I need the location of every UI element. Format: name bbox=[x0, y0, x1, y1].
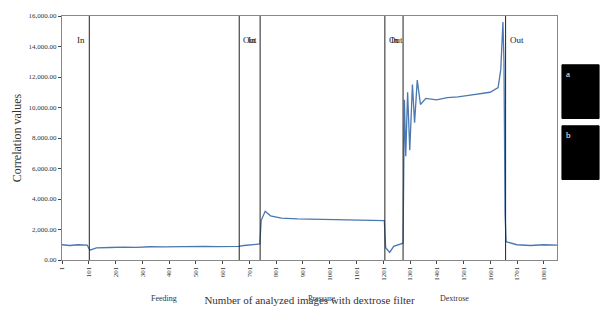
svg-text:In: In bbox=[391, 35, 399, 45]
svg-text:301: 301 bbox=[139, 266, 147, 277]
svg-text:Correlation values: Correlation values bbox=[10, 94, 24, 183]
svg-text:Dextrose: Dextrose bbox=[440, 294, 469, 303]
svg-text:4,000.00: 4,000.00 bbox=[32, 195, 57, 203]
svg-text:In: In bbox=[248, 35, 256, 45]
svg-text:Pressure: Pressure bbox=[308, 294, 336, 303]
svg-text:a: a bbox=[566, 69, 570, 79]
svg-text:Out: Out bbox=[510, 35, 524, 45]
svg-text:1401: 1401 bbox=[433, 266, 441, 281]
svg-text:Number of analyzed images with: Number of analyzed images with dextrose … bbox=[204, 294, 414, 306]
svg-text:1301: 1301 bbox=[406, 266, 414, 281]
svg-text:1: 1 bbox=[58, 266, 66, 270]
svg-text:Out: Out bbox=[389, 35, 403, 45]
svg-text:6,000.00: 6,000.00 bbox=[32, 165, 57, 173]
svg-text:201: 201 bbox=[112, 266, 120, 277]
svg-text:10,000.00: 10,000.00 bbox=[29, 104, 58, 112]
svg-text:b: b bbox=[566, 130, 571, 140]
svg-text:1701: 1701 bbox=[513, 266, 521, 281]
svg-text:2,000.00: 2,000.00 bbox=[32, 226, 57, 234]
svg-text:1001: 1001 bbox=[326, 266, 334, 281]
svg-text:601: 601 bbox=[219, 266, 227, 277]
svg-text:401: 401 bbox=[165, 266, 173, 277]
svg-text:Feeding: Feeding bbox=[151, 294, 177, 303]
svg-text:14,000.00: 14,000.00 bbox=[29, 43, 58, 51]
svg-text:1801: 1801 bbox=[540, 266, 548, 281]
svg-text:Out: Out bbox=[243, 35, 257, 45]
svg-text:1601: 1601 bbox=[487, 266, 495, 281]
svg-text:501: 501 bbox=[192, 266, 200, 277]
svg-text:0.00: 0.00 bbox=[44, 256, 57, 264]
svg-text:In: In bbox=[77, 35, 85, 45]
svg-text:16,000.00: 16,000.00 bbox=[29, 12, 58, 20]
svg-text:901: 901 bbox=[299, 266, 307, 277]
svg-text:8,000.00: 8,000.00 bbox=[32, 134, 57, 142]
svg-text:12,000.00: 12,000.00 bbox=[29, 73, 58, 81]
svg-text:801: 801 bbox=[272, 266, 280, 277]
svg-text:101: 101 bbox=[85, 266, 93, 277]
svg-text:1101: 1101 bbox=[353, 266, 361, 280]
svg-text:1201: 1201 bbox=[380, 266, 388, 281]
svg-text:1501: 1501 bbox=[460, 266, 468, 281]
svg-text:701: 701 bbox=[246, 266, 254, 277]
